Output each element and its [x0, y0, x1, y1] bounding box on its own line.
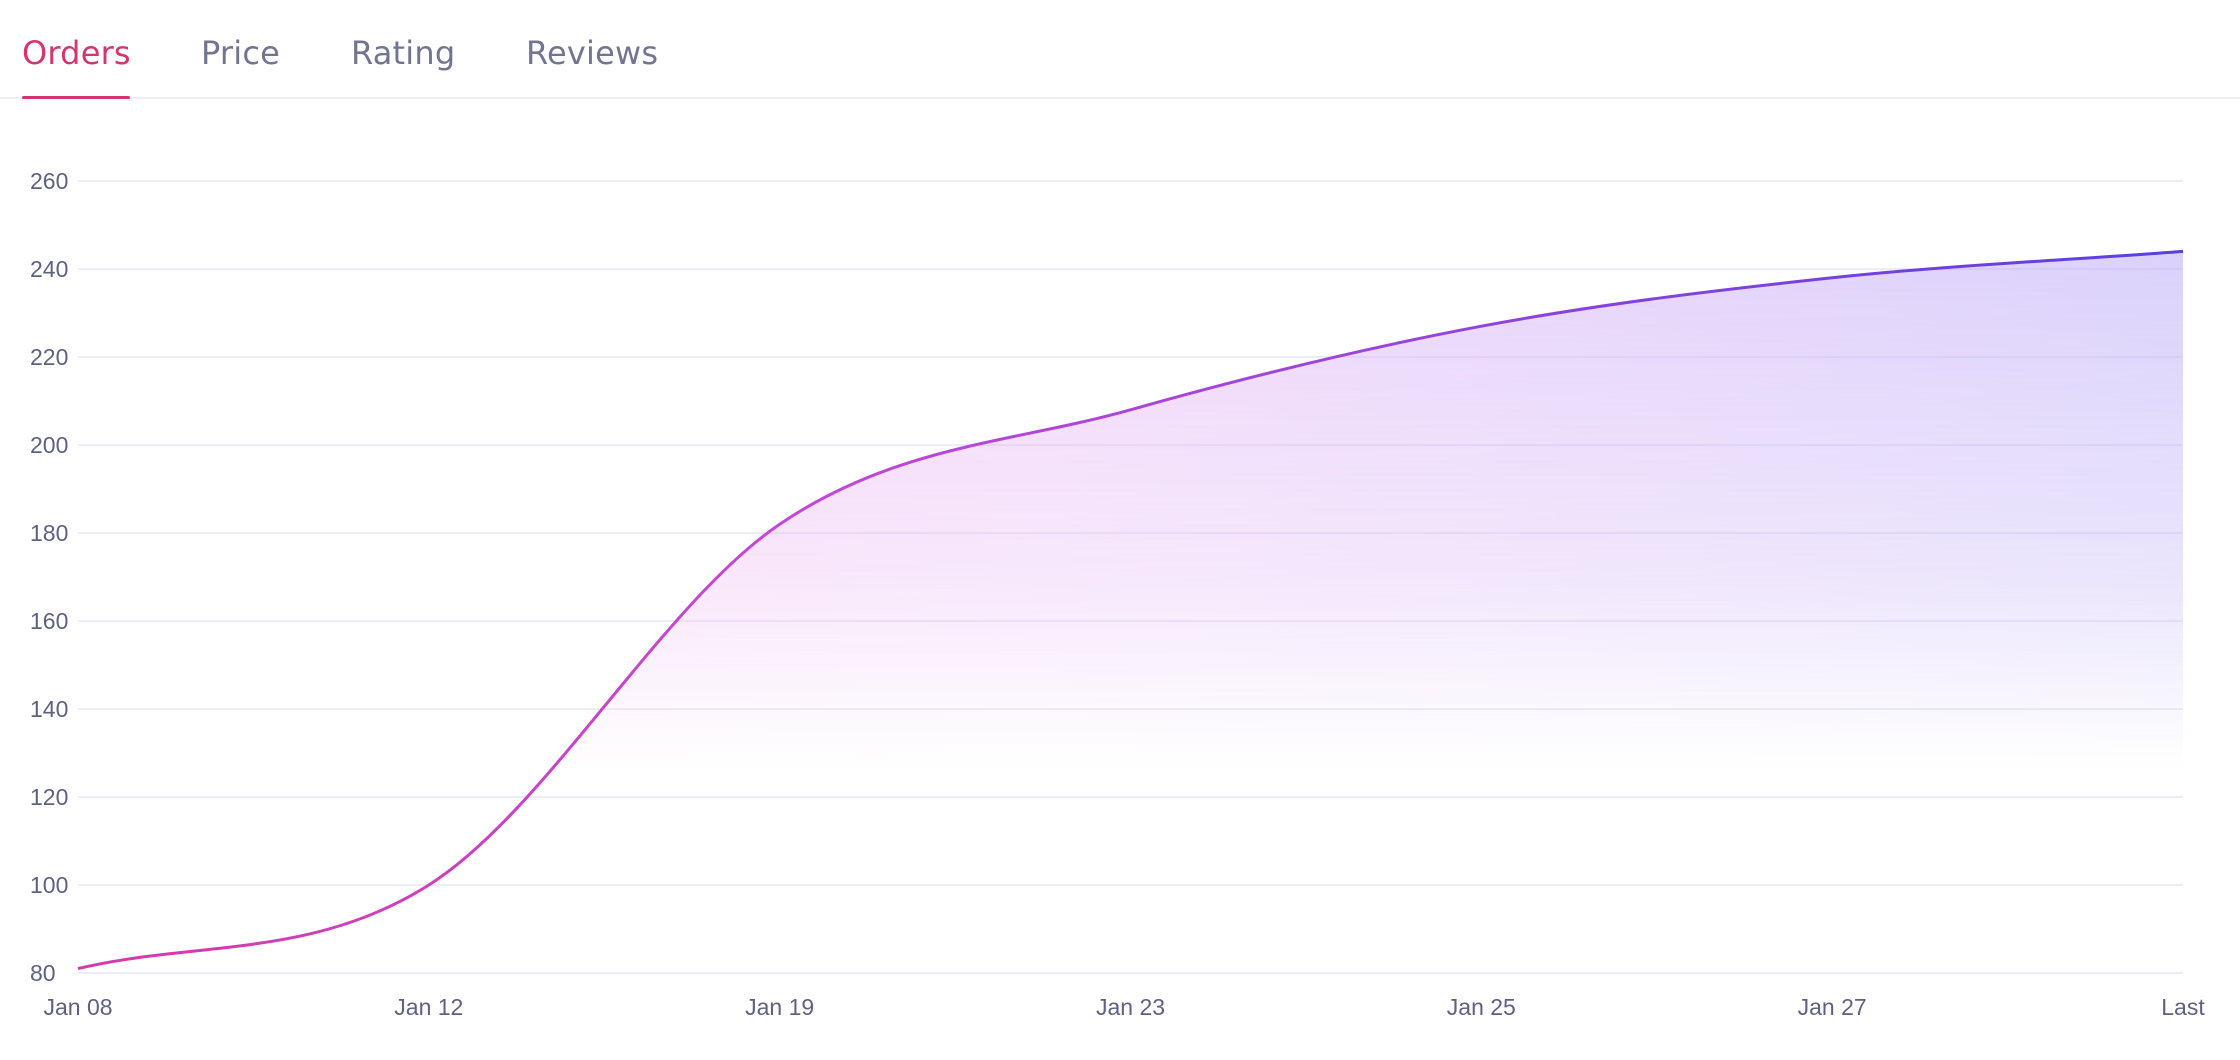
y-tick-label: 120	[30, 784, 68, 810]
y-tick-label: 180	[30, 520, 68, 546]
y-tick-label: 100	[30, 872, 68, 898]
series-line	[77, 249, 2184, 971]
x-tick-label: Jan 25	[1447, 994, 1516, 1020]
x-tick-label: Last	[2161, 994, 2205, 1020]
x-tick-label: Jan 08	[43, 994, 112, 1020]
y-tick-label: 260	[30, 168, 68, 194]
active-tab-indicator	[22, 96, 130, 99]
tab-price[interactable]: Price	[201, 34, 281, 72]
x-tick-label: Jan 27	[1798, 994, 1867, 1020]
y-tick-label: 240	[30, 256, 68, 282]
tab-orders[interactable]: Orders	[22, 34, 131, 72]
tab-bar: Orders Price Rating Reviews	[0, 0, 2240, 99]
tab-rating[interactable]: Rating	[351, 34, 456, 72]
y-axis-ticks: 80 100 120 140 160 180 200 220 240 260	[30, 168, 68, 986]
tab-reviews[interactable]: Reviews	[526, 34, 659, 72]
x-axis-ticks: Jan 08 Jan 12 Jan 19 Jan 23 Jan 25 Jan 27 Last	[43, 994, 2205, 1020]
x-tick-label: Jan 23	[1096, 994, 1165, 1020]
series-area	[78, 251, 2183, 973]
y-tick-label: 80	[30, 960, 56, 986]
y-tick-label: 200	[30, 432, 68, 458]
y-tick-label: 160	[30, 608, 68, 634]
y-tick-label: 140	[30, 696, 68, 722]
y-tick-label: 220	[30, 344, 68, 370]
x-tick-label: Jan 19	[745, 994, 814, 1020]
x-tick-label: Jan 12	[394, 994, 463, 1020]
